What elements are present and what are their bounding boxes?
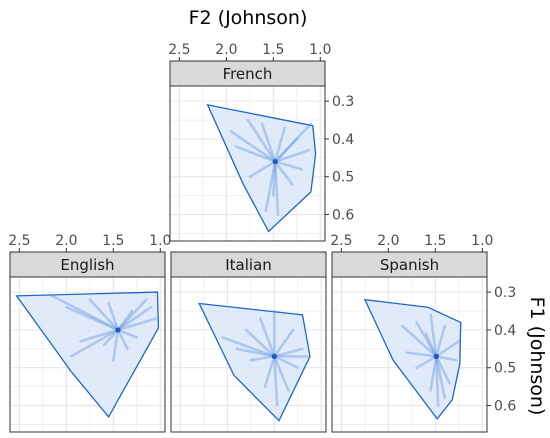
x-tick-label: 1.0 — [309, 42, 331, 58]
spoke-line — [116, 298, 148, 332]
spoke-line — [434, 339, 461, 358]
spoke-line — [273, 355, 300, 370]
strip-label: Italian — [225, 256, 272, 274]
spoke-line — [116, 305, 153, 332]
y-tick-label: 0.4 — [494, 323, 516, 339]
spoke-line — [107, 302, 120, 332]
x-tick-label: 1.5 — [262, 42, 284, 58]
spoke-line — [273, 137, 299, 163]
y-tick-label: 0.3 — [494, 285, 516, 301]
spoke-line — [405, 351, 438, 358]
panel-english: English 2.5 2.0 1.5 1.0 — [8, 233, 171, 433]
panel-italian: Italian — [170, 251, 327, 433]
panel-border — [331, 276, 488, 433]
vowel-hull — [363, 298, 462, 420]
spoke-line — [69, 328, 120, 358]
spoke-line — [415, 355, 438, 370]
spoke-line — [273, 160, 294, 186]
y-axis-title: F1 (Johnson) — [526, 297, 548, 416]
x-tick-label: 1.0 — [471, 233, 493, 249]
spoke-line — [401, 324, 438, 358]
spoke-line — [258, 317, 276, 358]
x-tick-label: 2.5 — [8, 233, 30, 249]
x-tick-label: 2.5 — [168, 42, 190, 58]
x-axis-title: F2 (Johnson) — [189, 7, 308, 29]
y-tick-label: 0.3 — [332, 94, 354, 110]
spoke-line — [116, 309, 134, 332]
spoke-line — [429, 313, 438, 358]
strip-italian — [170, 251, 327, 278]
spoke-line — [263, 355, 276, 388]
x-tick-label: 1.5 — [102, 233, 124, 249]
centroid-point — [433, 353, 439, 359]
spoke-line — [244, 328, 276, 358]
spoke-line — [424, 332, 438, 358]
spoke-line — [434, 355, 447, 400]
spoke-line — [234, 145, 277, 163]
spoke-line — [273, 355, 290, 392]
panel-spanish: Spanish 2.5 2.0 1.5 1.0 0.3 0.4 0.5 0.6 — [330, 233, 516, 433]
spoke-line — [264, 160, 277, 213]
y-tick-label: 0.5 — [332, 170, 354, 186]
spoke-line — [112, 328, 120, 362]
spoke-line — [65, 305, 120, 332]
spoke-line — [79, 328, 120, 343]
spoke-line — [273, 328, 295, 358]
spoke-line — [249, 355, 276, 362]
panel-border — [170, 276, 327, 433]
spoke-line — [273, 355, 279, 407]
spoke-line — [102, 328, 120, 347]
x-tick-label: 1.5 — [424, 233, 446, 249]
centroid-point — [271, 353, 277, 359]
spoke-line — [248, 160, 277, 179]
spoke-line — [229, 130, 277, 163]
spoke-line — [415, 321, 438, 358]
spoke-line — [273, 148, 311, 163]
y-tick-label: 0.6 — [494, 399, 516, 415]
x-tick-label: 2.0 — [55, 233, 77, 249]
strip-french — [169, 60, 326, 87]
spoke-line — [434, 324, 447, 358]
spoke-line — [235, 347, 276, 358]
y-tick-label: 0.5 — [494, 361, 516, 377]
y-tick-label: 0.4 — [332, 132, 354, 148]
vowel-hull — [206, 104, 317, 233]
spoke-line — [434, 355, 440, 407]
spoke-line — [273, 347, 304, 358]
y-tick-label: 0.6 — [332, 208, 354, 224]
x-tick-label: 1.0 — [149, 233, 171, 249]
spoke-line — [273, 160, 303, 171]
spoke-line — [116, 317, 157, 332]
x-tick-label: 2.0 — [377, 233, 399, 249]
panel-french: French 2.5 2.0 1.5 1.0 0.3 0.4 0.5 0.6 — [168, 42, 354, 242]
spoke-line — [429, 355, 438, 392]
strip-label: English — [60, 256, 114, 274]
spoke-line — [50, 294, 120, 332]
spoke-line — [273, 160, 280, 216]
x-tick-label: 2.0 — [215, 42, 237, 58]
vowel-hull — [15, 291, 160, 419]
spoke-line — [260, 122, 277, 163]
spoke-line — [273, 126, 286, 163]
spoke-line — [246, 118, 277, 163]
panel-border — [169, 85, 326, 242]
spoke-line — [88, 298, 120, 332]
strip-label: French — [223, 65, 273, 83]
centroid-point — [272, 159, 278, 165]
spoke-line — [221, 336, 276, 358]
x-tick-label: 2.5 — [330, 233, 352, 249]
spoke-line — [434, 355, 451, 385]
spoke-line — [272, 160, 277, 197]
spoke-line — [434, 355, 458, 362]
spoke-line — [273, 122, 313, 163]
spoke-line — [116, 328, 139, 339]
spoke-line — [116, 328, 129, 351]
centroid-point — [115, 327, 121, 333]
panel-border — [9, 276, 166, 433]
strip-spanish — [331, 251, 488, 278]
strip-label: Spanish — [380, 256, 439, 274]
vowel-hull — [198, 302, 311, 422]
